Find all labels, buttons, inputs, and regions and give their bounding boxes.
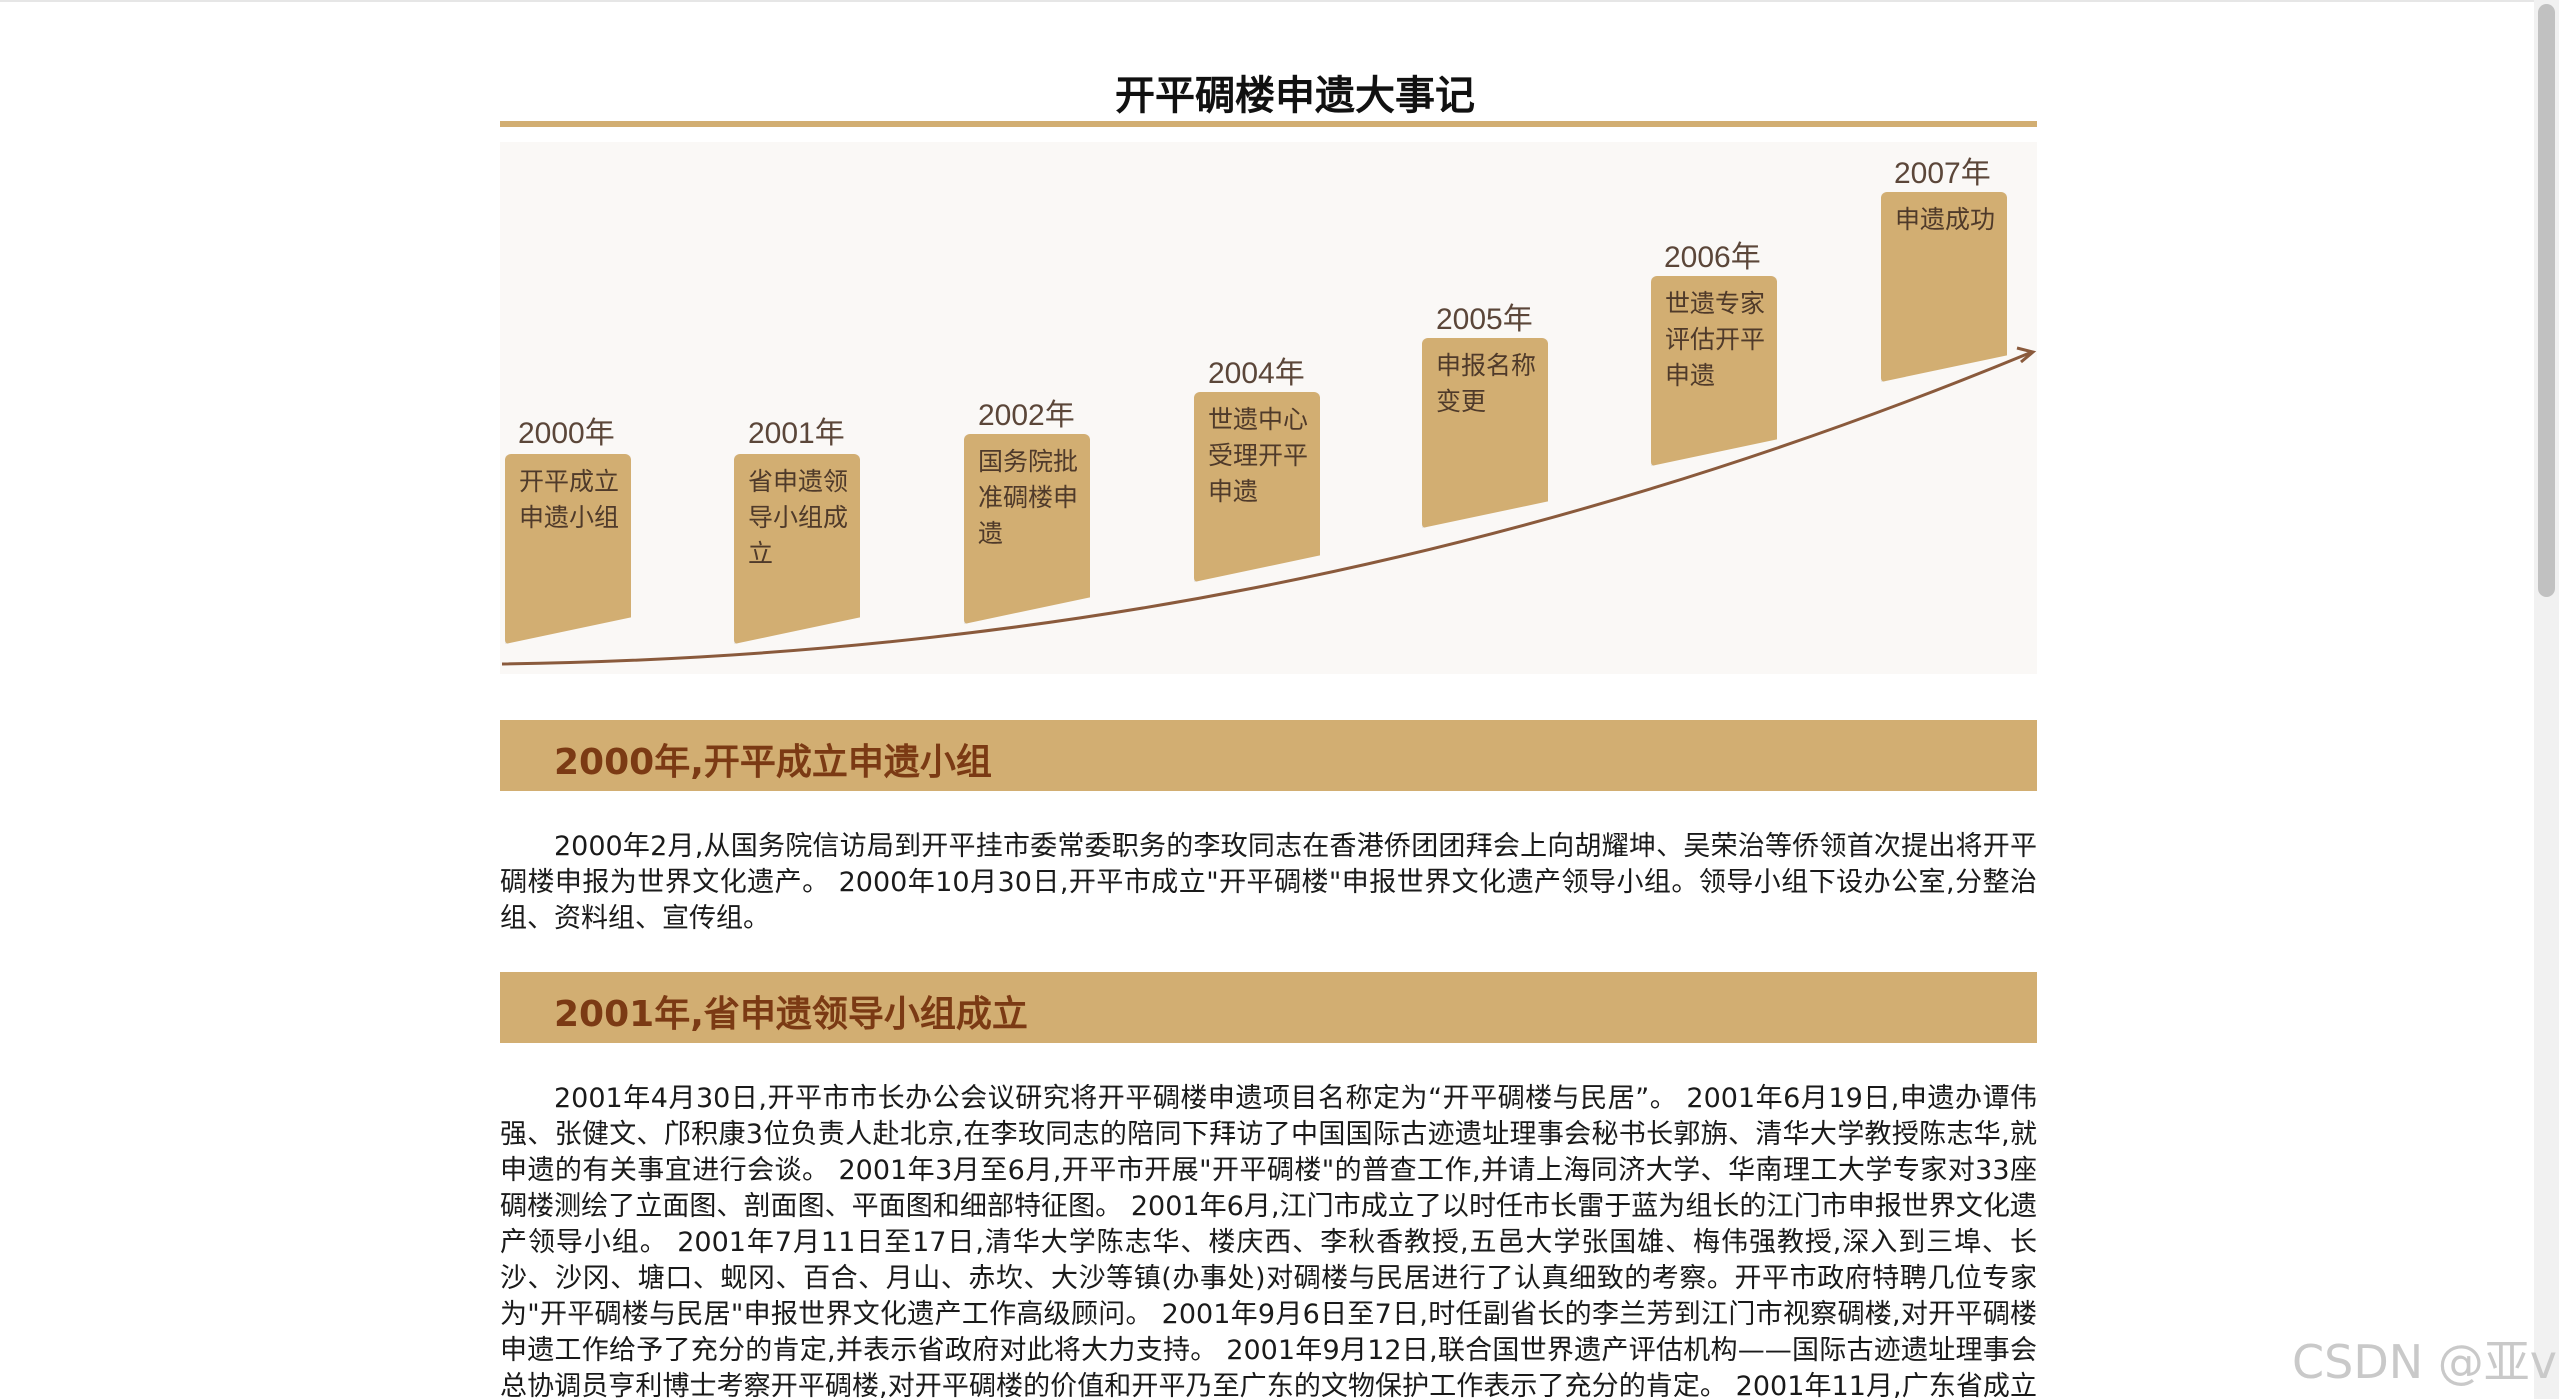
section-body-2000: 2000年2月,从国务院信访局到开平挂市委常委职务的李玫同志在香港侨团团拜会上向… bbox=[500, 831, 2037, 934]
timeline-year-2005: 2005年 bbox=[1436, 303, 1533, 336]
timeline-card-2000: 开平成立申遗小组 bbox=[505, 454, 631, 644]
timeline-year-2004: 2004年 bbox=[1208, 357, 1305, 390]
title-divider bbox=[500, 121, 2037, 127]
timeline-year-2001: 2001年 bbox=[748, 417, 845, 450]
timeline-card-2006: 世遗专家评估开平申遗 bbox=[1651, 276, 1777, 466]
timeline-curve bbox=[501, 346, 2037, 666]
timeline-graphic: 2000年 开平成立申遗小组 2001年 省申遗领导小组成立 2002年 国务院… bbox=[500, 142, 2037, 674]
timeline-card-2005: 申报名称变更 bbox=[1422, 338, 1548, 528]
timeline-card-text: 世遗专家评估开平申遗 bbox=[1665, 289, 1766, 390]
page-title: 开平碉楼申遗大事记 bbox=[1115, 72, 1475, 119]
timeline-year-2006: 2006年 bbox=[1664, 241, 1761, 274]
section-heading-2001: 2001年,省申遗领导小组成立 bbox=[500, 972, 2037, 1043]
timeline-card-text: 世遗中心受理开平申遗 bbox=[1208, 405, 1309, 506]
top-border bbox=[0, 0, 2559, 2]
timeline-card-2002: 国务院批准碉楼申遗 bbox=[964, 434, 1090, 624]
watermark: CSDN @亚v bbox=[2292, 1335, 2557, 1389]
timeline-card-2007: 申遗成功 bbox=[1881, 192, 2007, 382]
timeline-year-2000: 2000年 bbox=[518, 417, 615, 450]
section-heading-text: 2001年,省申遗领导小组成立 bbox=[554, 994, 1028, 1035]
section-heading-text: 2000年,开平成立申遗小组 bbox=[554, 742, 992, 783]
section-heading-2000: 2000年,开平成立申遗小组 bbox=[500, 720, 2037, 791]
timeline-card-text: 申遗成功 bbox=[1895, 205, 1996, 234]
timeline-card-text: 申报名称变更 bbox=[1436, 351, 1537, 416]
timeline-card-2004: 世遗中心受理开平申遗 bbox=[1194, 392, 1320, 582]
timeline-card-text: 国务院批准碉楼申遗 bbox=[978, 447, 1079, 548]
timeline-card-2001: 省申遗领导小组成立 bbox=[734, 454, 860, 644]
timeline-card-text: 省申遗领导小组成立 bbox=[748, 467, 849, 568]
timeline-card-text: 开平成立申遗小组 bbox=[519, 467, 620, 532]
timeline-year-2007: 2007年 bbox=[1894, 157, 1991, 190]
timeline-year-2002: 2002年 bbox=[978, 399, 1075, 432]
scrollbar-thumb[interactable] bbox=[2538, 4, 2555, 597]
section-body-2001: 2001年4月30日,开平市市长办公会议研究将开平碉楼申遗项目名称定为“开平碉楼… bbox=[500, 1083, 2037, 1399]
